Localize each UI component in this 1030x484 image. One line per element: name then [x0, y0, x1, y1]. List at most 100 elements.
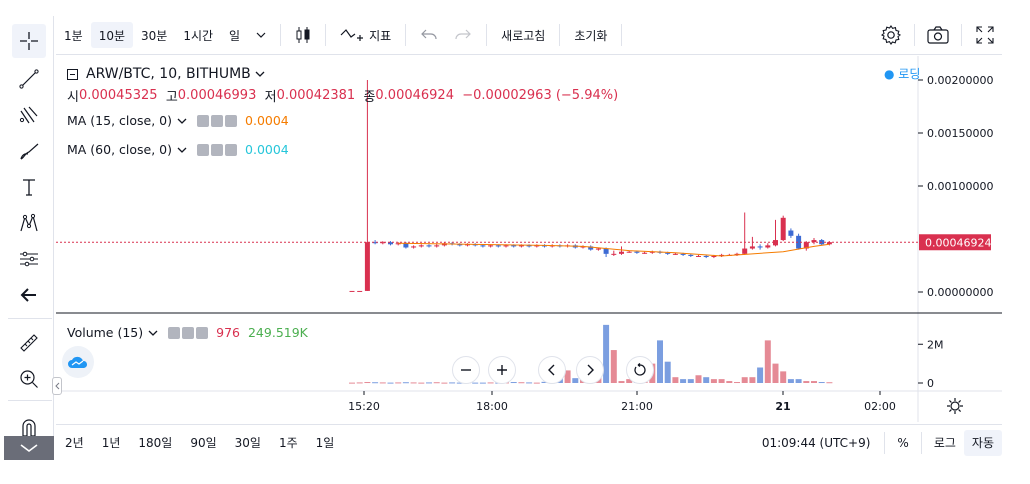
zoom-in-button[interactable]: [488, 356, 516, 384]
ma60-label[interactable]: MA (60, close, 0): [67, 142, 173, 157]
brush-icon[interactable]: [12, 134, 46, 168]
settings-button[interactable]: [874, 22, 908, 48]
reset-button[interactable]: 초기화: [574, 28, 608, 43]
fib-icon[interactable]: [12, 98, 46, 132]
range-90d[interactable]: 90일: [190, 436, 217, 450]
symbol-legend: ARW/BTC, 10, BITHUMB: [67, 66, 265, 82]
gear-icon[interactable]: [211, 143, 224, 156]
eye-icon[interactable]: [197, 143, 210, 156]
minus-icon: [461, 369, 471, 371]
ma15-label[interactable]: MA (15, close, 0): [67, 113, 173, 128]
undo-button[interactable]: [412, 22, 446, 48]
candle-body: [811, 240, 817, 243]
redo-button[interactable]: [446, 22, 480, 48]
arrow-left-icon[interactable]: [12, 278, 46, 312]
close-label: 종: [363, 90, 376, 105]
volume-value-1: 976: [216, 325, 240, 340]
cloud-save-button[interactable]: [62, 346, 94, 378]
trend-line-icon[interactable]: [12, 62, 46, 96]
camera-icon: [927, 26, 949, 44]
chevron-down-icon: [20, 444, 38, 452]
candle-body: [511, 245, 517, 247]
candle-body: [388, 242, 393, 245]
interval-dropdown[interactable]: [248, 22, 274, 48]
axis-settings-icon[interactable]: [947, 398, 963, 414]
last-price-label: 0.00046924: [919, 234, 991, 251]
candle-body: [580, 246, 586, 248]
crosshair-icon[interactable]: [12, 24, 46, 58]
chevron-down-icon[interactable]: [177, 147, 187, 153]
volume-bar: [564, 370, 571, 383]
candle-body: [488, 245, 494, 247]
candle-body: [403, 243, 409, 248]
candle-body: [703, 255, 709, 258]
magnet-icon[interactable]: [12, 410, 46, 444]
range-1w[interactable]: 1주: [278, 436, 298, 450]
volume-bar: [349, 382, 355, 384]
interval-1hour[interactable]: 1시간: [183, 28, 214, 43]
chevron-down-icon[interactable]: [255, 71, 265, 77]
toolbar-divider: [914, 24, 915, 46]
collapse-legend-icon[interactable]: [67, 68, 78, 80]
chevron-down-icon[interactable]: [177, 118, 187, 124]
indicators-button[interactable]: 지표: [332, 22, 399, 48]
close-icon[interactable]: [225, 143, 238, 156]
symbol-title[interactable]: ARW/BTC, 10, BITHUMB: [86, 66, 251, 82]
refresh-button[interactable]: 새로고침: [501, 28, 546, 43]
interval-10min[interactable]: 10분: [90, 22, 133, 48]
candle-body: [711, 255, 717, 258]
range-30d[interactable]: 30일: [234, 436, 261, 450]
fullscreen-button[interactable]: [968, 22, 1002, 48]
gear-icon[interactable]: [182, 326, 195, 339]
interval-day[interactable]: 일: [229, 28, 241, 43]
candle-body: [742, 248, 748, 254]
interval-1min[interactable]: 1분: [64, 28, 83, 43]
candle-body: [634, 251, 640, 253]
volume-bar: [387, 382, 394, 384]
gear-icon[interactable]: [211, 114, 224, 127]
candle-body: [826, 242, 832, 245]
auto-toggle[interactable]: 자동: [963, 429, 1002, 456]
time-axis-label: 18:00: [476, 400, 508, 413]
reset-chart-button[interactable]: [626, 356, 654, 384]
pane-collapse-handle[interactable]: [52, 377, 62, 395]
measure-icon[interactable]: [12, 242, 46, 276]
range-180d[interactable]: 180일: [138, 436, 173, 450]
low-value: 0.00042381: [276, 88, 356, 103]
close-icon[interactable]: [196, 326, 209, 339]
eye-icon[interactable]: [168, 326, 181, 339]
chart-type-button[interactable]: [287, 22, 319, 48]
price-chart[interactable]: 0.00200000 0.00150000 0.00100000 0.00000000…: [56, 56, 1002, 422]
close-icon[interactable]: [225, 114, 238, 127]
scroll-left-button[interactable]: [538, 356, 566, 384]
screenshot-button[interactable]: [921, 22, 955, 48]
range-2y[interactable]: 2년: [65, 436, 84, 450]
pattern-icon[interactable]: [12, 206, 46, 240]
loading-indicator: ● 로딩: [884, 67, 921, 81]
eye-icon[interactable]: [197, 114, 210, 127]
toolbar-divider: [280, 24, 282, 46]
zoom-out-button[interactable]: [452, 356, 480, 384]
volume-bar: [533, 382, 540, 384]
volume-label[interactable]: Volume (15): [67, 325, 144, 340]
toolbar-divider: [920, 431, 922, 454]
chevron-down-icon[interactable]: [148, 330, 158, 336]
percent-toggle[interactable]: %: [897, 435, 909, 450]
text-icon[interactable]: [12, 170, 46, 204]
candle-body: [611, 253, 617, 255]
collapse-toolbar-button[interactable]: [4, 436, 54, 460]
ruler-icon[interactable]: [12, 326, 46, 360]
time-axis-label: 21: [775, 400, 790, 413]
range-1y[interactable]: 1년: [101, 436, 121, 450]
interval-30min[interactable]: 30분: [141, 28, 168, 43]
zoom-in-icon[interactable]: [12, 362, 46, 396]
candle-body: [773, 240, 778, 246]
scroll-right-button[interactable]: [576, 356, 604, 384]
log-toggle[interactable]: 로그: [933, 436, 956, 450]
range-1d[interactable]: 1일: [315, 436, 335, 450]
volume-legend: Volume (15) 976 249.519K: [67, 325, 308, 340]
clock[interactable]: 01:09:44 (UTC+9): [761, 435, 871, 450]
svg-text:0.00046924: 0.00046924: [925, 236, 991, 249]
gear-icon: [880, 25, 902, 45]
volume-bar: [626, 379, 633, 383]
